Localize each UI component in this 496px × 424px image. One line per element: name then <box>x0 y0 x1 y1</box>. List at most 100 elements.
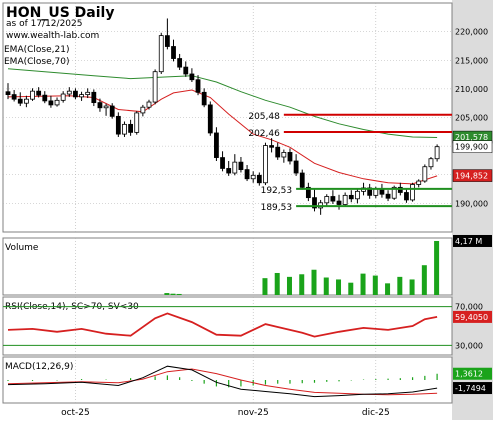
x-axis: oct-25 nov-25 dic-25 <box>61 408 390 418</box>
as-of-date: as of 17/12/2025 <box>6 19 82 29</box>
candle-body <box>195 79 201 93</box>
site-link[interactable]: www.wealth-lab.com <box>6 31 99 41</box>
candle-body <box>355 190 360 200</box>
candle-body <box>152 71 158 103</box>
candle-body <box>410 184 415 201</box>
price-tick-label: 210,000 <box>455 85 488 94</box>
candle-body <box>91 91 97 104</box>
candle-body <box>85 91 91 95</box>
candle-body <box>5 91 11 96</box>
candle-body <box>391 186 397 199</box>
candle-body <box>171 46 176 59</box>
macd-title: MACD(12,26,9) <box>5 362 73 372</box>
candle-body <box>140 106 146 114</box>
candle-body <box>232 161 238 174</box>
volume-tag-box <box>453 234 492 247</box>
candle-body <box>54 99 60 106</box>
volume-bar <box>421 265 427 295</box>
candle-body <box>324 196 330 204</box>
volume-bar <box>311 269 317 295</box>
candle-body <box>220 157 225 169</box>
rsi-tag-box <box>453 310 492 323</box>
candle-body <box>275 146 281 158</box>
candle-body <box>128 123 134 133</box>
price-tick-label: 215,000 <box>455 56 488 65</box>
volume-bar <box>170 293 176 295</box>
candle-body <box>312 197 317 209</box>
candle-body <box>250 174 256 180</box>
gridlines <box>3 3 452 403</box>
x-tick-label: oct-25 <box>61 408 90 418</box>
macd-tag-label: -1,7494 <box>455 384 486 393</box>
candle-body <box>305 186 311 199</box>
level-label: 205,48 <box>248 112 280 122</box>
level-label: 192,53 <box>261 186 293 196</box>
candle-body <box>342 194 348 205</box>
volume-tag-label: 4,17 M <box>455 237 482 246</box>
volume-bar <box>176 293 182 295</box>
volume-title: Volume <box>5 243 39 253</box>
candle-body <box>238 161 244 170</box>
value-tag-label: 199,900 <box>455 143 488 152</box>
volume-bar <box>385 283 391 295</box>
candle-body <box>177 58 183 68</box>
volume-bar <box>164 293 170 295</box>
candle-body <box>214 132 219 158</box>
macd-tag-label: 1,3612 <box>455 370 483 379</box>
candle-body <box>428 158 434 168</box>
price-tick-label: 190,000 <box>455 199 488 208</box>
candle-body <box>256 174 262 184</box>
axis-background <box>452 0 493 420</box>
candle-body <box>11 94 17 100</box>
price-panel: 205,48 202,46 192,53 189,53 EMA(Close,21) EMA… <box>4 18 452 215</box>
candle-body <box>422 166 428 182</box>
candle-body <box>183 66 189 75</box>
candle-body <box>299 172 305 188</box>
candle-body <box>293 160 299 174</box>
candle-body <box>17 98 23 104</box>
candle-body <box>348 194 354 200</box>
candle-body <box>207 104 213 134</box>
macd-panel: MACD(12,26,9) <box>5 362 438 398</box>
candle-body <box>330 196 336 202</box>
volume-bar <box>409 279 415 295</box>
candle-body <box>109 105 115 117</box>
y-axis: 190,000195,000200,000205,000210,000215,0… <box>452 28 493 395</box>
rsi-frame <box>2 296 453 356</box>
candle-body <box>42 94 48 102</box>
candle-body <box>244 169 250 180</box>
candle-body <box>36 90 42 96</box>
volume-bar <box>397 276 403 295</box>
ema21-line <box>7 89 438 185</box>
value-tag-label: 201,578 <box>455 133 488 142</box>
candle-body <box>336 200 342 205</box>
volume-bar <box>434 240 440 295</box>
candle-body <box>30 90 35 100</box>
legend-entry: EMA(Close,70) <box>4 57 69 67</box>
macd-tag-box <box>453 382 492 395</box>
candle-body <box>158 35 164 73</box>
candle-body <box>226 168 232 174</box>
volume-panel: Volume <box>5 240 440 295</box>
value-tag-label: 194,852 <box>455 172 488 181</box>
value-tag-box <box>452 169 493 182</box>
ema70-line <box>7 68 438 138</box>
candle-body <box>287 152 293 162</box>
level-label: 189,53 <box>261 203 293 213</box>
chart-title: HON_US Daily <box>6 5 114 21</box>
rsi-line <box>7 312 438 338</box>
candle-body <box>103 105 109 109</box>
candle-body <box>23 98 29 104</box>
candle-body <box>115 115 121 135</box>
rsi-tick-label: 30,000 <box>455 341 483 350</box>
candle-body <box>79 94 84 98</box>
volume-bar <box>262 278 268 295</box>
rsi-tag-label: 59,4050 <box>455 313 488 322</box>
candle-body <box>201 91 207 106</box>
price-tick-label: 205,000 <box>455 114 488 123</box>
candle-body <box>60 93 66 101</box>
candle-body <box>48 100 54 106</box>
value-tag-box <box>452 140 493 153</box>
candle-body <box>269 145 274 148</box>
